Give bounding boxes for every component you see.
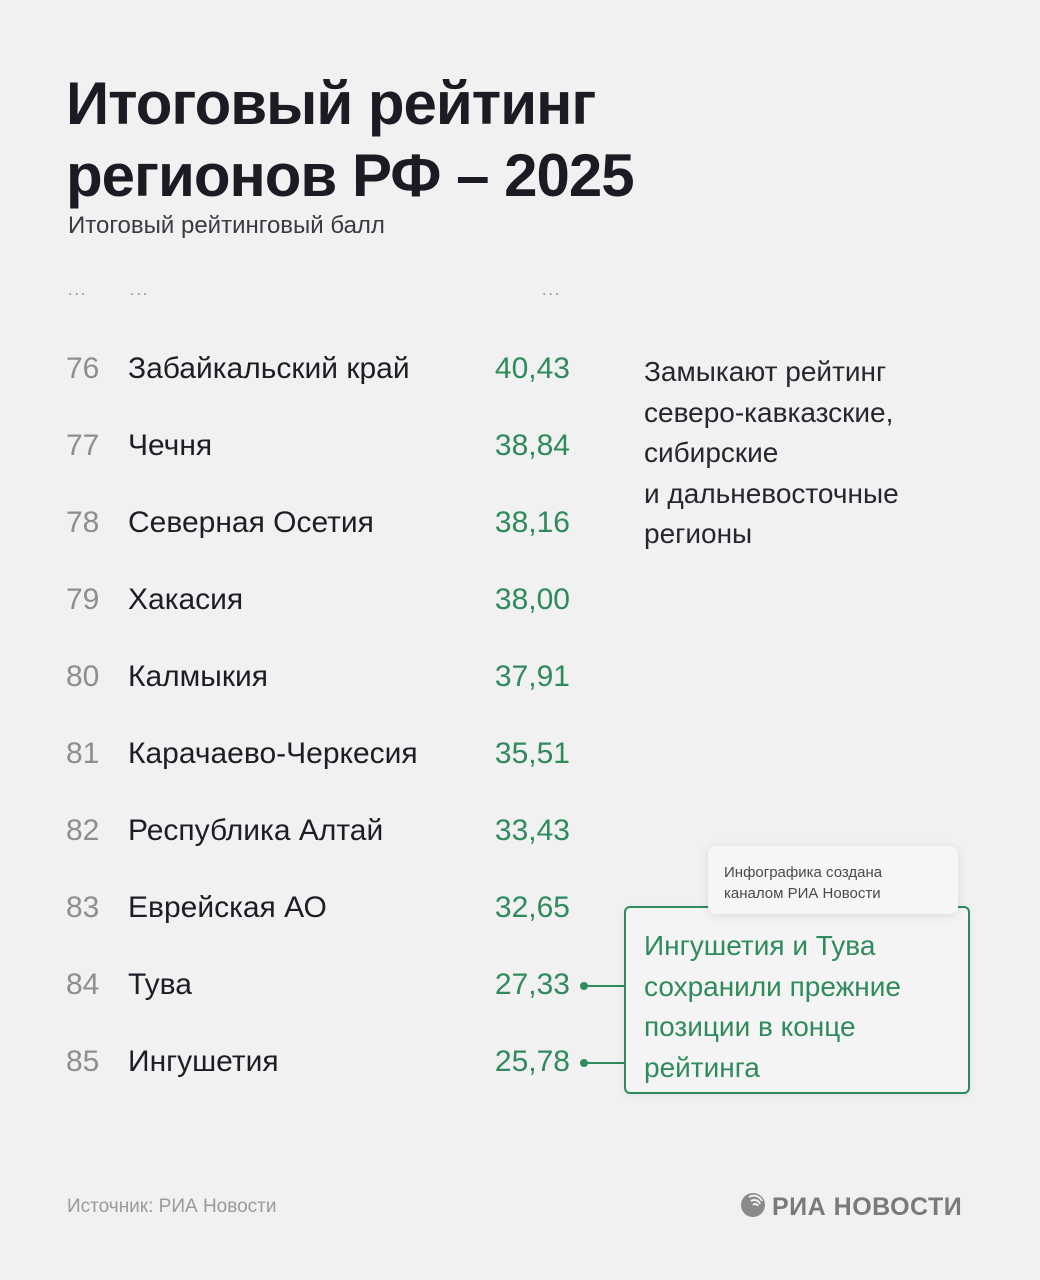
score: 38,00 [494, 583, 570, 616]
score: 33,43 [494, 814, 570, 847]
table-row: 77 Чечня 38,84 [0, 429, 620, 469]
callout-line: Ингушетия и Тува [644, 930, 876, 961]
callout-text: Ингушетия и Тува сохранили прежние позиц… [644, 926, 901, 1088]
connector-line [584, 1062, 626, 1064]
region-name: Северная Осетия [128, 506, 374, 539]
ellipsis-name: ... [130, 282, 150, 299]
connector-line [584, 985, 626, 987]
region-name: Карачаево-Черкесия [128, 737, 418, 770]
note-line: северо-кавказские, [644, 396, 894, 428]
table-row: 83 Еврейская АО 32,65 [0, 891, 620, 931]
callout-line: рейтинга [644, 1051, 760, 1083]
table-row: 80 Калмыкия 37,91 [0, 660, 620, 700]
score: 35,51 [494, 737, 570, 770]
region-name: Республика Алтай [128, 814, 384, 847]
table-row: 84 Тува 27,33 [0, 968, 620, 1008]
source-text: Источник: РИА Новости [67, 1196, 277, 1217]
score: 32,65 [494, 891, 570, 924]
rank: 79 [66, 583, 100, 616]
rank: 77 [66, 429, 100, 462]
region-name: Еврейская АО [128, 891, 327, 924]
side-note: Замыкают рейтинг северо-кавказские, сиби… [644, 352, 964, 555]
score: 38,16 [494, 506, 570, 539]
rank: 82 [66, 814, 100, 847]
watermark-line: каналом РИА Новости [724, 885, 881, 902]
rank: 85 [66, 1045, 100, 1078]
note-line: и дальневосточные [644, 477, 899, 509]
subtitle: Итоговый рейтинговый балл [68, 212, 385, 239]
region-name: Калмыкия [128, 660, 268, 693]
region-name: Тува [128, 968, 192, 1001]
rank: 84 [66, 968, 100, 1001]
ellipsis-rank: ... [68, 282, 88, 299]
title-line-1: Итоговый рейтинг [66, 70, 596, 137]
note-line: сибирские [644, 437, 779, 468]
region-name: Хакасия [128, 583, 244, 616]
rank: 78 [66, 506, 100, 539]
table-row: 85 Ингушетия 25,78 [0, 1045, 620, 1085]
region-name: Чечня [128, 429, 213, 462]
callout-line: сохранили прежние [644, 970, 901, 1002]
rank: 83 [66, 891, 100, 924]
logo-text: РИА НОВОСТИ [772, 1193, 963, 1221]
note-line: регионы [644, 518, 753, 549]
table-row: 81 Карачаево-Черкесия 35,51 [0, 737, 620, 777]
score: 38,84 [494, 429, 570, 462]
table-row: 82 Республика Алтай 33,43 [0, 814, 620, 854]
callout-box: Ингушетия и Тува сохранили прежние позиц… [624, 906, 970, 1094]
title-line-2: регионов РФ – 2025 [66, 142, 635, 209]
table-row: 79 Хакасия 38,00 [0, 583, 620, 623]
region-name: Ингушетия [128, 1045, 279, 1078]
score: 37,91 [494, 660, 570, 693]
ria-globe-icon [740, 1192, 766, 1223]
watermark-line: Инфографика создана [724, 864, 883, 881]
ellipsis-value: ... [542, 282, 562, 299]
rank: 80 [66, 660, 100, 693]
page-title: Итоговый рейтинг регионов РФ – 2025 [66, 68, 966, 212]
table-row: 78 Северная Осетия 38,16 [0, 506, 620, 546]
note-line: Замыкают рейтинг [644, 356, 887, 387]
table-row: 76 Забайкальский край 40,43 [0, 352, 620, 392]
callout-line: позиции в конце [644, 1011, 856, 1042]
rank: 76 [66, 352, 100, 385]
score: 40,43 [494, 352, 570, 385]
rank: 81 [66, 737, 100, 770]
score: 27,33 [494, 968, 570, 1001]
ria-logo: РИА НОВОСТИ [740, 1192, 962, 1223]
region-name: Забайкальский край [128, 352, 410, 385]
watermark-badge: Инфографика создана каналом РИА Новости [708, 846, 958, 914]
score: 25,78 [494, 1045, 570, 1078]
